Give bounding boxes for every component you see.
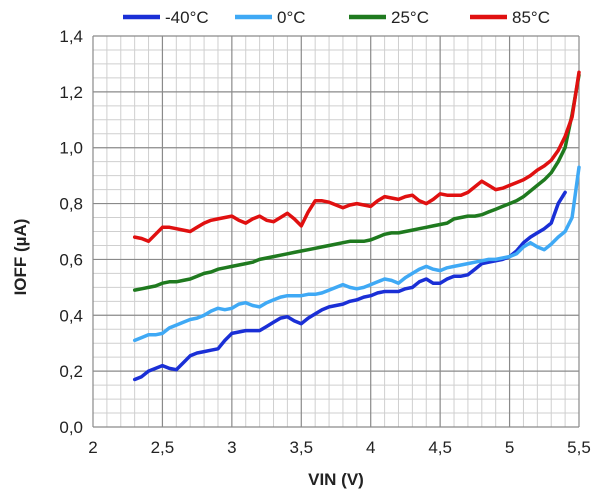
y-axis-title: IOFF (µA) [11,219,30,296]
legend-label: 25°C [391,8,429,27]
legend-label: 85°C [512,8,550,27]
y-tick-label: 0,6 [59,250,83,269]
y-tick-label: 0,8 [59,195,83,214]
x-axis-ticks: 2 2,5 3 3,5 4 4,5 5 5,5 [88,438,591,457]
y-tick-label: 1,2 [59,83,83,102]
x-tick-label: 2 [88,438,97,457]
y-axis-ticks: 0,0 0,2 0,4 0,6 0,8 1,0 1,2 1,4 [59,27,83,437]
x-tick-label: 3,5 [289,438,313,457]
y-tick-label: 0,4 [59,306,83,325]
legend-label: 0°C [277,8,306,27]
legend: -40°C 0°C 25°C 85°C [123,8,550,27]
y-tick-label: 1,0 [59,139,83,158]
y-tick-label: 0,0 [59,418,83,437]
minor-grid [93,36,579,427]
x-tick-label: 4,5 [428,438,452,457]
series-line [132,73,581,292]
x-tick-label: 3 [227,438,236,457]
series-line [132,190,567,382]
series-line [132,165,581,343]
major-grid [92,35,580,428]
x-axis-title: VIN (V) [308,470,364,489]
x-tick-label: 2,5 [151,438,175,457]
x-tick-label: 5 [505,438,514,457]
series-line [132,70,581,244]
legend-label: -40°C [165,8,209,27]
x-tick-label: 4 [366,438,375,457]
series-layer [132,70,581,382]
y-tick-label: 1,4 [59,27,83,46]
y-tick-label: 0,2 [59,362,83,381]
x-tick-label: 5,5 [567,438,591,457]
